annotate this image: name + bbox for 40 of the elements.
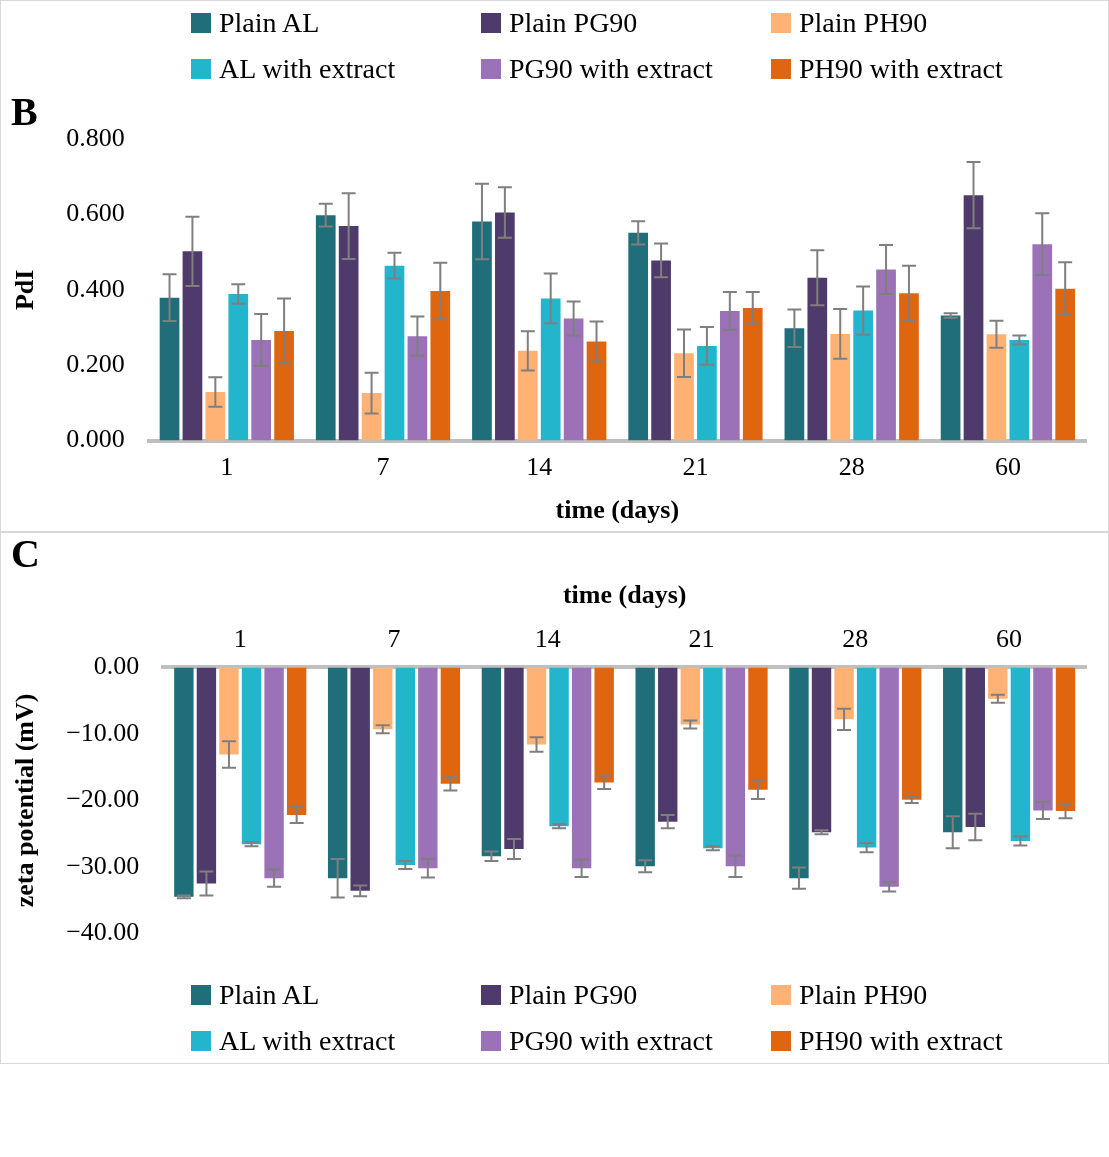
x-tick-label: 21 <box>688 623 715 653</box>
legend-label: Plain AL <box>219 7 320 39</box>
x-tick-label: 1 <box>233 623 247 653</box>
legend-label: AL with extract <box>219 1025 396 1057</box>
x-tick-label: 60 <box>994 452 1021 482</box>
y-tick-label: 0.600 <box>66 198 125 228</box>
x-tick-label: 28 <box>842 623 869 653</box>
y-axis-title: PdI <box>10 269 40 311</box>
x-tick-label: 7 <box>387 623 401 653</box>
legend-label: PH90 with extract <box>799 1025 1003 1057</box>
y-tick-label: 0.400 <box>66 273 125 303</box>
legend-label: AL with extract <box>219 53 396 85</box>
y-tick-label: −30.00 <box>66 850 140 880</box>
legend-label: Plain PH90 <box>799 7 928 39</box>
y-tick-label: 0.00 <box>93 651 140 681</box>
y-tick-label: −10.00 <box>66 717 140 747</box>
x-tick-label: 1 <box>220 452 234 482</box>
chart-title: B <box>11 89 38 135</box>
chart-title: C <box>11 531 40 577</box>
x-axis-title: time (days) <box>562 580 687 610</box>
x-tick-label: 14 <box>526 452 553 482</box>
x-tick-label: 21 <box>682 452 709 482</box>
legend-label: Plain PH90 <box>799 979 928 1011</box>
y-tick-label: 0.200 <box>66 349 125 379</box>
x-axis-title: time (days) <box>555 495 680 525</box>
y-tick-label: 0.000 <box>66 424 125 454</box>
legend-label: PG90 with extract <box>509 53 713 85</box>
y-axis-title: zeta potential (mV) <box>10 693 40 908</box>
legend-label: PG90 with extract <box>509 1025 713 1057</box>
legend-label: Plain PG90 <box>509 7 638 39</box>
y-tick-label: 0.800 <box>66 122 125 152</box>
x-tick-label: 60 <box>996 623 1023 653</box>
legend-label: Plain AL <box>219 979 320 1011</box>
x-tick-label: 14 <box>534 623 561 653</box>
y-tick-label: −40.00 <box>66 917 140 947</box>
x-tick-label: 7 <box>376 452 390 482</box>
legend-label: PH90 with extract <box>799 53 1003 85</box>
x-tick-label: 28 <box>838 452 865 482</box>
y-tick-label: −20.00 <box>66 784 140 814</box>
legend-label: Plain PG90 <box>509 979 638 1011</box>
